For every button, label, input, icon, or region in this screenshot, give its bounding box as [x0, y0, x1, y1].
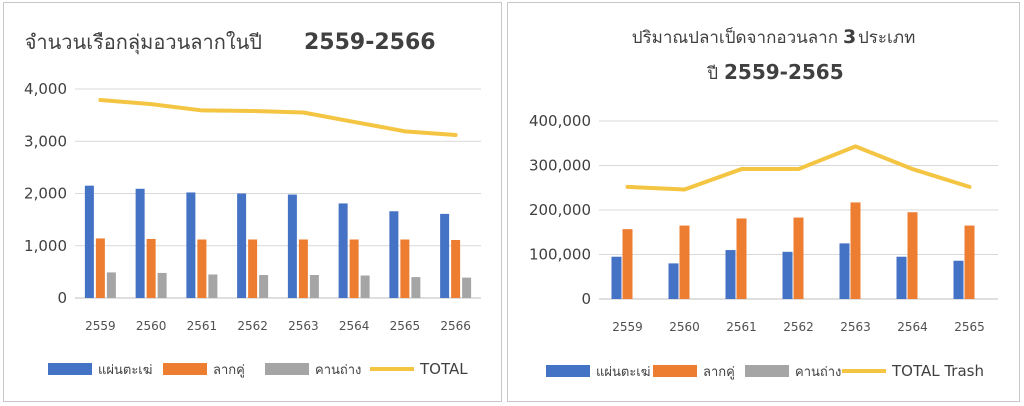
x-tick-label: 2566	[440, 319, 471, 333]
chart-title-years: 2559-2565	[724, 60, 844, 84]
bar	[146, 238, 156, 298]
legend-label: ลากคู่	[213, 363, 245, 378]
series-line	[98, 97, 458, 137]
bar	[298, 239, 308, 298]
trash-fish-chart-svg: ปริมาณปลาเป็ดจากอวนลาก 3 ประเภท ปี 2559-…	[529, 26, 998, 380]
bar	[197, 239, 207, 298]
bar	[440, 213, 450, 298]
chart-title-suffix: ประเภท	[858, 28, 915, 48]
x-tick-label: 2562	[237, 319, 268, 333]
y-tick-label: 2,000	[24, 185, 67, 203]
bar	[248, 239, 258, 298]
bar	[896, 256, 907, 299]
legend-swatch	[546, 365, 590, 377]
y-tick-label: 3,000	[24, 132, 67, 150]
bar	[907, 212, 918, 299]
bar	[400, 239, 410, 298]
series-line	[625, 144, 972, 192]
chart-title-number: 3	[843, 26, 856, 48]
y-tick-label: 4,000	[24, 80, 67, 98]
bar	[309, 275, 319, 298]
bar	[725, 250, 736, 299]
x-tick-label: 2559	[612, 320, 643, 334]
x-tick-label: 2563	[840, 320, 871, 334]
y-tick-label: 400,000	[529, 112, 591, 130]
bar	[782, 251, 793, 299]
x-tick-label: 2565	[390, 319, 421, 333]
chart-title: ปริมาณปลาเป็ดจากอวนลาก	[632, 26, 838, 48]
boats-chart-svg: จำนวนเรือกลุ่มอวนลากในปี 2559-2566 0 1,00…	[24, 30, 481, 378]
bar	[84, 185, 94, 298]
legend-label: TOTAL	[419, 360, 468, 378]
bar	[157, 272, 167, 298]
legend-label: แผ่นตะเฆ่	[98, 363, 152, 378]
bar	[622, 229, 633, 299]
x-tick-label: 2562	[783, 320, 814, 334]
legend-swatch	[745, 365, 789, 377]
bar	[462, 277, 472, 298]
bar	[259, 275, 269, 298]
bar	[850, 202, 861, 299]
chart-title-line2: ปี	[706, 64, 718, 84]
x-tick-label: 2563	[288, 319, 319, 333]
legend-label: คานถ่าง	[795, 365, 841, 380]
bar	[338, 203, 348, 298]
x-tick-label: 2564	[897, 320, 928, 334]
bar	[451, 240, 461, 298]
legend-label: แผ่นตะเฆ่	[596, 365, 650, 380]
bar	[679, 225, 690, 299]
legend-label: TOTAL Trash	[891, 362, 984, 380]
x-tick-label: 2561	[726, 320, 757, 334]
legend-swatch	[653, 365, 697, 377]
bar	[349, 239, 359, 298]
bar	[668, 263, 679, 299]
bar	[360, 275, 370, 298]
x-tick-label: 2560	[136, 319, 167, 333]
y-tick-label: 200,000	[529, 201, 591, 219]
y-tick-label: 0	[581, 290, 591, 308]
bar	[736, 218, 747, 299]
y-tick-label: 100,000	[529, 246, 591, 264]
legend-swatch	[265, 363, 309, 375]
bar	[411, 277, 421, 298]
bar	[237, 193, 247, 298]
y-tick-label: 1,000	[24, 237, 67, 255]
bar	[186, 192, 196, 298]
bar	[95, 238, 105, 298]
chart-panel-boats: จำนวนเรือกลุ่มอวนลากในปี 2559-2566 0 1,00…	[3, 2, 502, 402]
y-tick-label: 0	[57, 289, 67, 307]
x-tick-label: 2560	[669, 320, 700, 334]
legend-label: คานถ่าง	[315, 363, 361, 378]
chart-title-years: 2559-2566	[304, 30, 436, 55]
legend-label: ลากคู่	[703, 365, 735, 380]
bar	[287, 194, 297, 298]
bar	[964, 225, 975, 299]
bar	[611, 256, 622, 299]
bar	[953, 260, 964, 299]
bar	[839, 243, 850, 299]
bar	[106, 272, 116, 298]
bar	[793, 217, 804, 299]
chart-panel-trash-fish: ปริมาณปลาเป็ดจากอวนลาก 3 ประเภท ปี 2559-…	[507, 2, 1020, 402]
y-tick-label: 300,000	[529, 157, 591, 175]
legend-swatch	[48, 363, 92, 375]
x-tick-label: 2559	[85, 319, 116, 333]
x-tick-label: 2561	[187, 319, 218, 333]
bar	[135, 188, 145, 298]
legend-swatch	[163, 363, 207, 375]
bar	[389, 211, 399, 298]
chart-title: จำนวนเรือกลุ่มอวนลากในปี	[25, 30, 262, 55]
bar	[208, 274, 218, 298]
x-tick-label: 2565	[954, 320, 985, 334]
x-tick-label: 2564	[339, 319, 370, 333]
